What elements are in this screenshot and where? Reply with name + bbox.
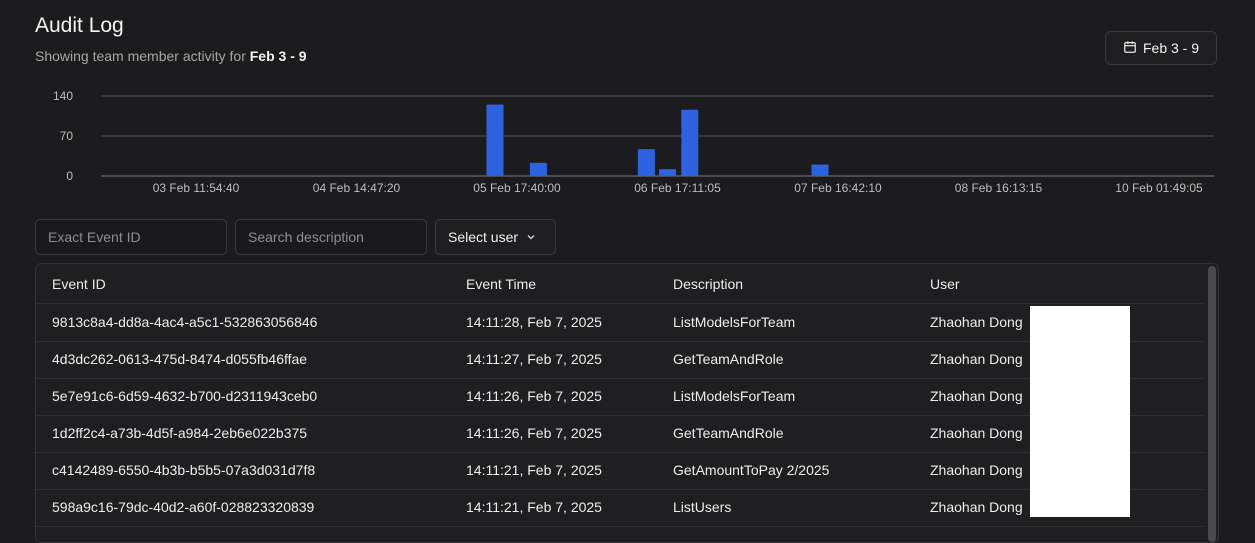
event-id-cell: 4d3dc262-0613-475d-8474-d055fb46ffae (52, 351, 308, 367)
x-tick-label: 03 Feb 11:54:40 (153, 181, 240, 195)
table-row[interactable]: 9813c8a4-dd8a-4ac4-a5c1-532863056846 14:… (36, 304, 1204, 342)
user-cell: Zhaohan Dong (930, 314, 1023, 330)
event-time-cell: 14:11:26, Feb 7, 2025 (466, 388, 602, 404)
x-tick-label: 04 Feb 14:47:20 (313, 181, 401, 195)
chevron-down-icon (526, 229, 536, 245)
event-id-cell: c4142489-6550-4b3b-b5b5-07a3d031d7f8 (52, 462, 316, 478)
calendar-icon (1123, 40, 1137, 57)
header-event-id[interactable]: Event ID (52, 276, 106, 292)
chart-bar (811, 164, 829, 176)
event-time-cell: 14:11:28, Feb 7, 2025 (466, 314, 602, 330)
description-cell: ListModelsForTeam (673, 388, 796, 404)
header-event-time[interactable]: Event Time (466, 276, 537, 292)
description-cell: GetTeamAndRole (673, 425, 784, 441)
header-user[interactable]: User (930, 276, 960, 292)
chart-bar (659, 169, 677, 176)
event-time-cell: 14:11:27, Feb 7, 2025 (466, 351, 602, 367)
header-description[interactable]: Description (673, 276, 744, 292)
event-id-input[interactable] (35, 219, 227, 255)
table-row[interactable]: 4d3dc262-0613-475d-8474-d055fb46ffae 14:… (36, 341, 1204, 379)
x-tick-label: 08 Feb 16:13:15 (955, 181, 1043, 195)
description-search-input[interactable] (235, 219, 427, 255)
redaction-block (1030, 306, 1130, 517)
chart-bar (681, 109, 699, 176)
table-row[interactable]: 1d2ff2c4-a73b-4d5f-a984-2eb6e022b375 14:… (36, 415, 1204, 453)
x-tick-label: 06 Feb 17:11:05 (634, 181, 721, 195)
user-select[interactable]: Select user (435, 219, 556, 255)
y-tick-label: 140 (53, 89, 73, 103)
user-select-label: Select user (448, 229, 519, 245)
table-row[interactable]: c4142489-6550-4b3b-b5b5-07a3d031d7f8 14:… (36, 452, 1204, 490)
x-tick-label: 05 Feb 17:40:00 (473, 181, 561, 195)
description-cell: ListModelsForTeam (673, 314, 796, 330)
page-subtitle: Showing team member activity for Feb 3 -… (35, 48, 307, 64)
event-id-cell: 5e7e91c6-6d59-4632-b700-d2311943ceb0 (52, 388, 318, 404)
event-time-cell: 14:11:21, Feb 7, 2025 (466, 499, 602, 515)
table-scrollbar[interactable] (1208, 266, 1216, 542)
event-id-cell: 1d2ff2c4-a73b-4d5f-a984-2eb6e022b375 (52, 425, 308, 441)
event-time-cell: 14:11:26, Feb 7, 2025 (466, 425, 602, 441)
x-tick-label: 10 Feb 01:49:05 (1115, 181, 1203, 195)
page-title: Audit Log (35, 14, 124, 37)
chart-bar (486, 104, 504, 176)
subtitle-prefix: Showing team member activity for (35, 48, 246, 64)
date-range-label: Feb 3 - 9 (1142, 40, 1200, 56)
table-row[interactable]: 5e7e91c6-6d59-4632-b700-d2311943ceb0 14:… (36, 378, 1204, 416)
date-range-button[interactable]: Feb 3 - 9 (1105, 31, 1217, 65)
user-cell: Zhaohan Dong (930, 425, 1023, 441)
chart-bar (637, 149, 655, 176)
user-cell: Zhaohan Dong (930, 351, 1023, 367)
subtitle-range: Feb 3 - 9 (249, 48, 307, 64)
description-cell: GetAmountToPay 2/2025 (673, 462, 830, 478)
user-cell: Zhaohan Dong (930, 388, 1023, 404)
user-cell: Zhaohan Dong (930, 462, 1023, 478)
description-cell: ListUsers (673, 499, 732, 515)
event-id-cell: 598a9c16-79dc-40d2-a60f-028823320839 (52, 499, 315, 515)
event-time-cell: 14:11:21, Feb 7, 2025 (466, 462, 602, 478)
audit-table: Event ID Event Time Description User 981… (35, 263, 1219, 543)
y-tick-label: 70 (60, 129, 74, 143)
chart-bar (529, 162, 547, 176)
activity-chart: 0 70 140 03 Feb 11:54:40 04 Feb 14:47:20 05 F… (53, 89, 1214, 195)
event-id-cell: 9813c8a4-dd8a-4ac4-a5c1-532863056846 (52, 314, 318, 330)
description-cell: GetTeamAndRole (673, 351, 784, 367)
x-tick-label: 07 Feb 16:42:10 (794, 181, 882, 195)
table-row[interactable]: 598a9c16-79dc-40d2-a60f-028823320839 14:… (36, 489, 1204, 527)
table-header: Event ID Event Time Description User (36, 264, 1204, 304)
user-cell: Zhaohan Dong (930, 499, 1023, 515)
y-tick-label: 0 (66, 169, 73, 183)
